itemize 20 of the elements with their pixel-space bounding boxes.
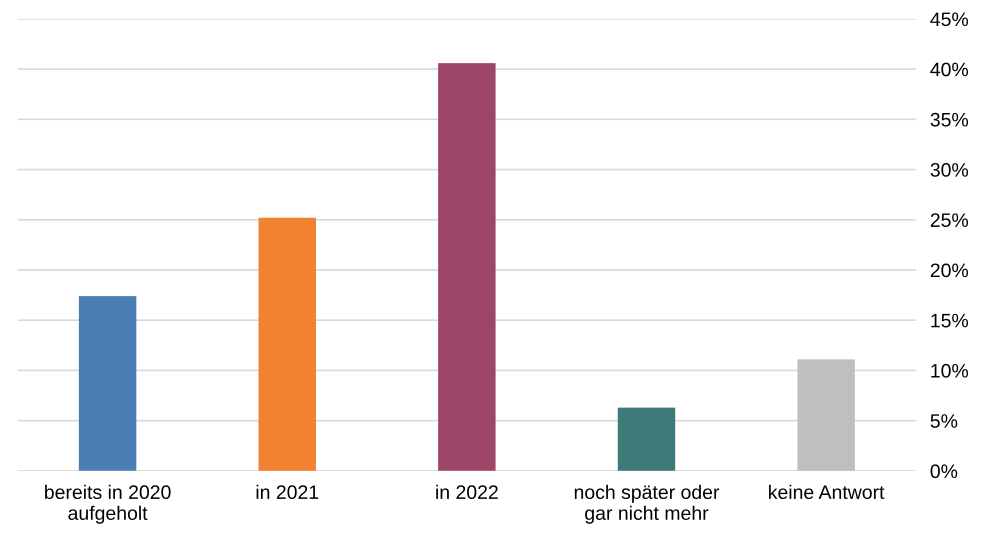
- x-tick-label: in 2022: [436, 484, 498, 500]
- x-tick-label: in 2021: [256, 484, 318, 500]
- bar: [618, 408, 676, 471]
- y-tick-label: 35%: [930, 112, 968, 127]
- x-tick-label: noch später oder gar nicht mehr: [574, 484, 720, 524]
- y-tick-label: 45%: [930, 12, 968, 26]
- y-tick-label: 20%: [930, 263, 968, 278]
- y-tick-label: 40%: [930, 62, 968, 76]
- x-tick-label: keine Antwort: [769, 484, 884, 500]
- y-tick-label: 10%: [931, 364, 968, 378]
- bar: [258, 218, 316, 471]
- bar: [438, 63, 496, 471]
- bar: [797, 359, 855, 471]
- y-tick-label: 5%: [930, 414, 958, 428]
- x-tick-label: bereits in 2020 aufgeholt: [45, 484, 171, 524]
- y-tick-label: 25%: [930, 213, 968, 228]
- y-tick-label: 15%: [931, 314, 968, 328]
- bar: [78, 296, 136, 471]
- y-tick-label: 30%: [930, 163, 968, 177]
- y-tick-label: 0%: [930, 464, 958, 478]
